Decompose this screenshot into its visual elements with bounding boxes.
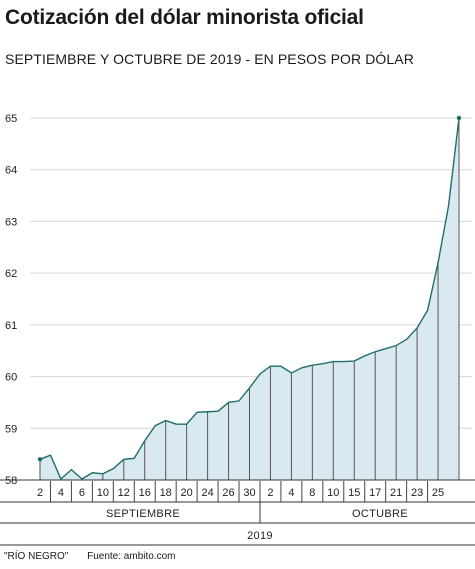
- x-tick-label: 25: [432, 487, 444, 499]
- footer: "RÍO NEGRO" Fuente: ambito.com: [4, 551, 175, 562]
- y-tick-label: 58: [5, 475, 17, 487]
- x-tick-label: 6: [79, 487, 85, 499]
- source-text: Fuente: ambito.com: [87, 551, 176, 562]
- y-axis-ticks: 58 59 60 61 62 63 64 65: [5, 113, 17, 487]
- x-tick-label: 17: [369, 487, 381, 499]
- x-tick-label: 16: [139, 487, 151, 499]
- x-tick-label: 8: [309, 487, 315, 499]
- y-tick-label: 65: [5, 113, 17, 125]
- x-tick-label: 2: [37, 487, 43, 499]
- credit-text: "RÍO NEGRO": [4, 551, 69, 562]
- x-tick-label: 12: [118, 487, 130, 499]
- x-tick-label: 2: [267, 487, 273, 499]
- x-tick-label: 10: [327, 487, 339, 499]
- data-point: [37, 457, 43, 462]
- x-tick-label: 21: [390, 487, 402, 499]
- month-label-october: OCTUBRE: [352, 508, 408, 520]
- x-tick-label: 18: [160, 487, 172, 499]
- month-label-september: SEPTIEMBRE: [106, 508, 180, 520]
- x-tick-label: 4: [288, 487, 294, 499]
- x-tick-label: 26: [222, 487, 234, 499]
- x-tick-label: 23: [411, 487, 423, 499]
- chart-subtitle: SEPTIEMBRE Y OCTUBRE DE 2019 - EN PESOS …: [5, 51, 414, 67]
- x-axis: 2 4 6 10 12 16 18 20 24 26 30 2 4 8 10 15 17 21 23 25SEPTIE…: [0, 479, 475, 546]
- data-points: [37, 115, 462, 462]
- y-tick-label: 63: [5, 216, 17, 228]
- x-tick-label: 10: [97, 487, 109, 499]
- chart-title: Cotización del dólar minorista oficial: [5, 6, 364, 29]
- data-point: [456, 115, 462, 121]
- y-tick-label: 64: [5, 165, 17, 177]
- y-tick-label: 62: [5, 268, 17, 280]
- series-line: [39, 117, 460, 481]
- x-tick-label: 20: [181, 487, 193, 499]
- x-tick-label: 24: [201, 487, 213, 499]
- x-tick-label: 30: [243, 487, 255, 499]
- year-label: 2019: [247, 530, 273, 542]
- x-tick-label: 15: [348, 487, 360, 499]
- y-tick-label: 59: [5, 423, 17, 435]
- y-tick-label: 61: [5, 320, 17, 332]
- y-tick-label: 60: [5, 372, 17, 384]
- x-tick-label: 4: [58, 487, 64, 499]
- vertical-drop-lines: [39, 118, 460, 480]
